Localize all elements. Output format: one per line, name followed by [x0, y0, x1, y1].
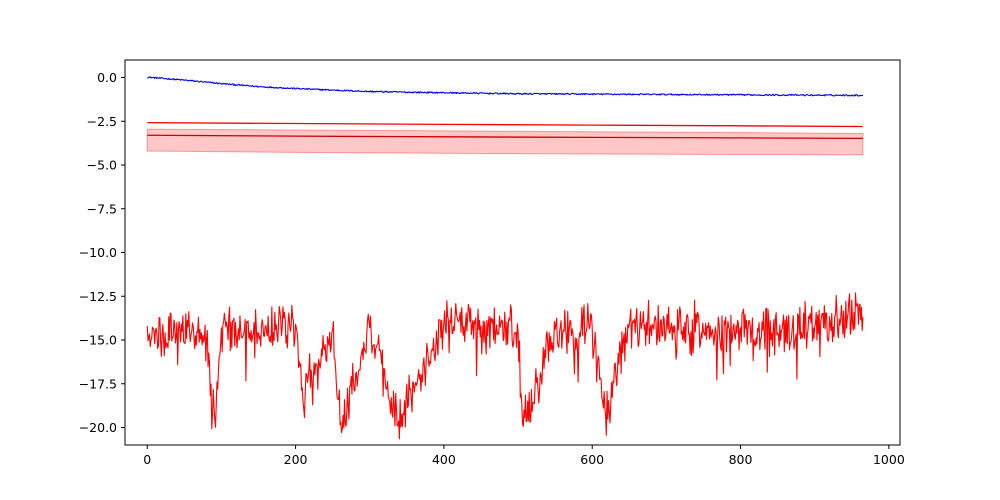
series-line-3 [147, 134, 863, 140]
x-tick-label: 600 [580, 452, 604, 467]
y-tick-label: −2.5 [87, 114, 117, 129]
y-tick-label: −5.0 [87, 158, 117, 173]
series-layer [146, 76, 864, 440]
y-tick-label: −15.0 [79, 333, 117, 348]
x-tick-label: 400 [432, 452, 456, 467]
y-axis: 0.0 −2.5 −5.0 −7.5 −10.0 −12.5 −15.0 −17.5 −20.0 [79, 70, 125, 435]
x-tick-label: 800 [729, 452, 753, 467]
plot-area [125, 60, 900, 445]
series-line-1 [147, 76, 864, 97]
x-tick-label: 0 [143, 452, 151, 467]
x-tick-label: 200 [284, 452, 308, 467]
y-tick-label: −20.0 [79, 420, 117, 435]
y-tick-label: −10.0 [79, 245, 117, 260]
confidence-band [146, 128, 864, 156]
x-axis: 0 200 400 600 800 1000 [143, 445, 905, 467]
series-line-4 [146, 292, 864, 440]
x-tick-label: 1000 [873, 452, 905, 467]
y-tick-label: −17.5 [79, 376, 117, 391]
series-line-2 [147, 122, 863, 128]
y-tick-label: 0.0 [97, 70, 117, 85]
y-tick-label: −12.5 [79, 289, 117, 304]
y-tick-label: −7.5 [87, 201, 117, 216]
confidence-band-layer [146, 128, 864, 156]
